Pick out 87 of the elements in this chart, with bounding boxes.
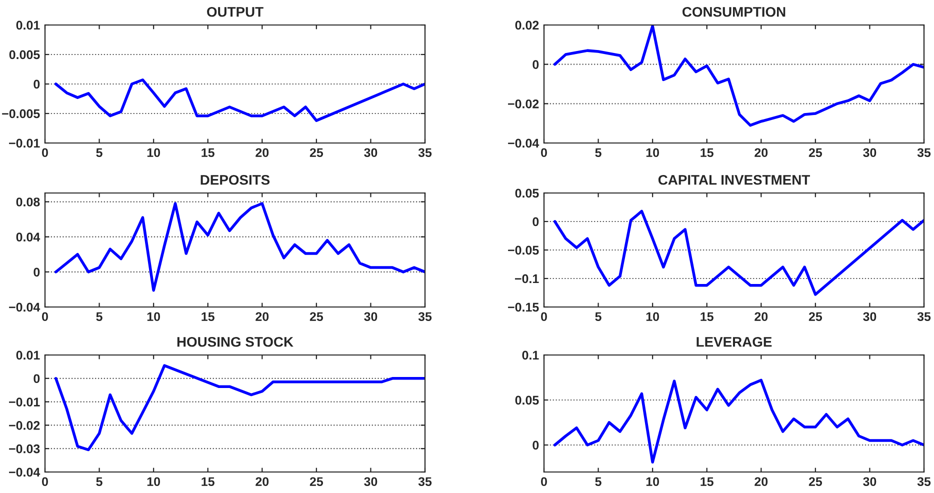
x-tick-label: 15 xyxy=(700,477,714,486)
x-tick-label: 25 xyxy=(310,148,324,158)
x-tick-label: 5 xyxy=(595,148,602,158)
y-tick-label: 0.005 xyxy=(9,50,40,60)
x-tick-label: 0 xyxy=(42,148,48,158)
x-tick-label: 10 xyxy=(147,148,160,158)
y-tick-label: −0.02 xyxy=(9,421,40,430)
x-tick-label: 15 xyxy=(202,148,214,158)
x-tick-label: 0 xyxy=(541,312,547,322)
x-tick-label: 0 xyxy=(42,312,48,322)
chart-title: LEVERAGE xyxy=(696,336,772,347)
y-tick-label: −0.01 xyxy=(9,398,40,406)
x-tick-label: 35 xyxy=(418,477,432,486)
x-tick-label: 5 xyxy=(96,148,102,158)
y-tick-label: 0 xyxy=(34,374,40,384)
x-tick-label: 10 xyxy=(147,312,160,322)
y-tick-label: −0.15 xyxy=(508,302,539,312)
x-tick-label: 0 xyxy=(541,477,547,486)
x-tick-label: 15 xyxy=(202,477,214,486)
x-tick-label: 5 xyxy=(595,477,602,486)
x-tick-label: 25 xyxy=(808,312,822,322)
x-tick-label: 5 xyxy=(96,477,102,486)
line-series xyxy=(54,78,425,122)
x-tick-label: 30 xyxy=(863,312,876,322)
x-tick-label: 35 xyxy=(917,312,931,322)
x-tick-label: 0 xyxy=(541,148,547,158)
x-tick-label: 15 xyxy=(700,312,714,322)
x-tick-label: 10 xyxy=(646,312,660,322)
x-tick-label: 25 xyxy=(808,477,822,486)
x-tick-label: 5 xyxy=(96,312,102,322)
x-tick-label: 20 xyxy=(256,477,269,486)
y-tick-label: −0.04 xyxy=(9,468,40,477)
y-tick-label: −0.005 xyxy=(2,109,40,118)
chart-title: HOUSING STOCK xyxy=(177,336,294,347)
y-tick-label: 0.01 xyxy=(16,350,40,360)
x-tick-label: 25 xyxy=(310,477,324,486)
y-tick-label: −0.04 xyxy=(508,138,540,148)
x-tick-label: 15 xyxy=(700,148,714,158)
x-tick-label: 10 xyxy=(646,477,660,486)
y-tick-label: 0 xyxy=(532,60,539,69)
x-tick-label: 35 xyxy=(917,477,931,486)
y-tick-label: 0.1 xyxy=(522,350,539,360)
y-tick-label: 0 xyxy=(532,440,539,450)
x-tick-label: 20 xyxy=(256,312,269,322)
x-tick-label: 35 xyxy=(917,148,931,158)
x-tick-label: 5 xyxy=(595,312,602,322)
x-tick-label: 35 xyxy=(418,312,432,322)
x-tick-label: 30 xyxy=(364,477,378,486)
x-tick-label: 10 xyxy=(646,148,660,158)
y-tick-label: 0 xyxy=(34,268,40,277)
y-tick-label: 0 xyxy=(532,217,539,226)
y-tick-label: 0.08 xyxy=(16,198,40,206)
line-series xyxy=(54,364,425,452)
x-tick-label: 15 xyxy=(202,312,214,322)
x-tick-label: 35 xyxy=(418,148,432,158)
y-tick-label: −0.03 xyxy=(9,444,40,454)
line-series xyxy=(553,378,924,464)
y-tick-label: 0.05 xyxy=(515,396,539,405)
y-tick-label: −0.04 xyxy=(9,302,40,312)
y-tick-label: 0.02 xyxy=(515,20,539,30)
y-tick-label: 0 xyxy=(34,80,40,89)
x-tick-label: 30 xyxy=(364,312,378,322)
y-tick-label: −0.01 xyxy=(9,138,40,148)
line-series xyxy=(54,202,425,292)
x-tick-label: 30 xyxy=(863,477,876,486)
x-tick-label: 20 xyxy=(754,312,768,322)
chart-title: DEPOSITS xyxy=(200,174,270,185)
x-tick-label: 30 xyxy=(863,148,876,158)
chart-title: OUTPUT xyxy=(207,6,264,17)
y-tick-label: 0.04 xyxy=(16,232,40,242)
y-tick-label: 0.05 xyxy=(515,188,539,198)
x-tick-label: 0 xyxy=(42,477,48,486)
y-tick-label: −0.1 xyxy=(514,274,539,284)
x-tick-label: 25 xyxy=(808,148,822,158)
x-tick-label: 25 xyxy=(310,312,324,322)
chart-title: CONSUMPTION xyxy=(682,6,786,17)
y-tick-label: −0.05 xyxy=(508,246,539,255)
y-tick-label: −0.02 xyxy=(508,99,539,108)
x-tick-label: 20 xyxy=(754,148,768,158)
y-tick-label: 0.01 xyxy=(16,20,40,30)
x-tick-label: 30 xyxy=(364,148,378,158)
x-tick-label: 10 xyxy=(147,477,160,486)
line-series xyxy=(553,210,924,296)
chart-title: CAPITAL INVESTMENT xyxy=(658,174,810,185)
x-tick-label: 20 xyxy=(256,148,269,158)
line-series xyxy=(553,25,924,127)
x-tick-label: 20 xyxy=(754,477,768,486)
